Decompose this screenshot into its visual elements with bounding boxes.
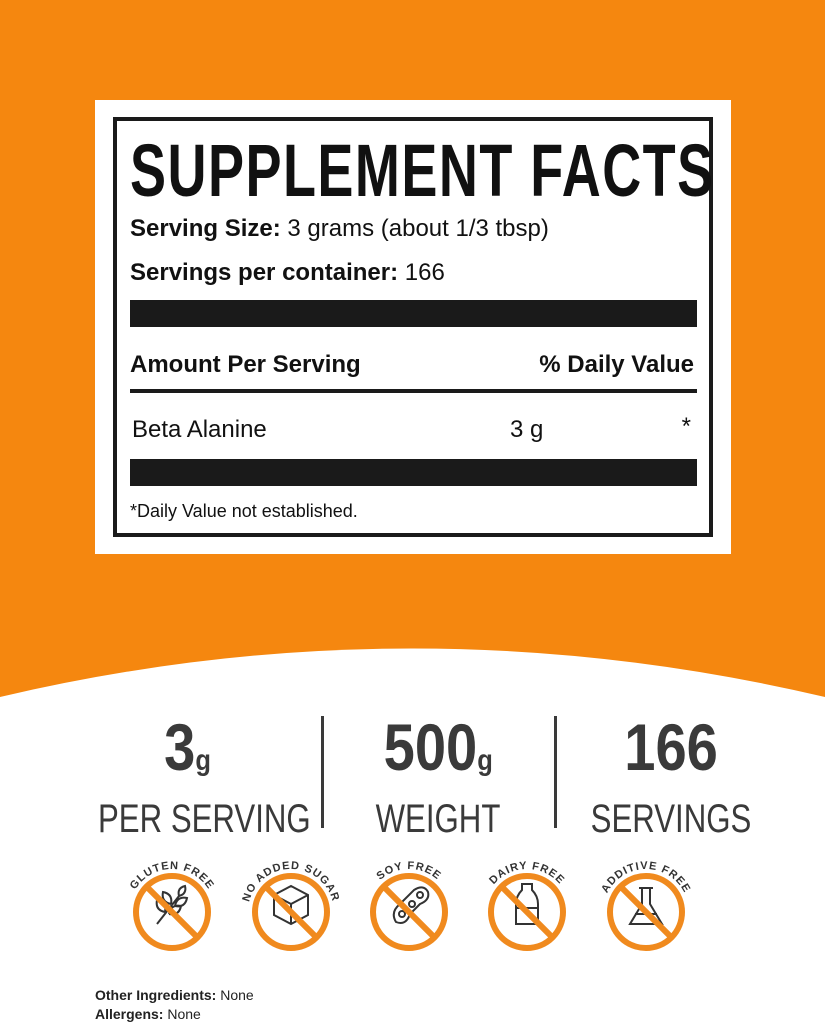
sugar-cube-icon	[273, 884, 309, 926]
serving-size: Serving Size: 3 grams (about 1/3 tbsp)	[130, 215, 549, 242]
badge-gluten-free: GLUTEN FREE	[117, 852, 227, 962]
badge-label: SOY FREE	[375, 860, 444, 883]
thick-divider	[130, 459, 697, 486]
servings-per-container: Servings per container: 166	[130, 259, 445, 286]
badge-dairy-free: DAIRY FREE	[472, 852, 582, 962]
flask-icon	[628, 887, 664, 925]
badge-no-added-sugar: NO ADDED SUGAR	[236, 852, 346, 962]
stat-weight: 500g WEIGHT	[375, 710, 501, 841]
badge-soy-free: SOY FREE	[354, 852, 464, 962]
stat-servings: 166 SERVINGS	[590, 710, 752, 841]
thick-divider	[130, 300, 697, 327]
ingredient-name: Beta Alanine	[132, 416, 267, 443]
ingredient-dv: *	[681, 413, 691, 440]
panel-title: SUPPLEMENT FACTS	[130, 129, 715, 212]
ingredient-amount: 3 g	[510, 416, 544, 443]
daily-value-header: % Daily Value	[539, 351, 694, 378]
prohibited-circle-icon	[488, 873, 566, 951]
badge-additive-free: ADDITIVE FREE	[591, 852, 701, 962]
prohibited-circle-icon	[607, 873, 685, 951]
prohibited-circle-icon	[370, 873, 448, 951]
stat-per-serving: 3g PER SERVING	[97, 710, 311, 841]
other-ingredients: Other Ingredients: None	[95, 987, 254, 1003]
stat-divider	[554, 716, 557, 828]
stat-divider	[321, 716, 324, 828]
amount-header: Amount Per Serving	[130, 351, 361, 378]
soybean-icon	[392, 886, 430, 924]
prohibited-circle-icon	[252, 873, 330, 951]
footnote: *Daily Value not established.	[130, 501, 358, 521]
divider	[130, 389, 697, 393]
supplement-facts-panel: SUPPLEMENT FACTS Serving Size: 3 grams (…	[95, 100, 731, 554]
prohibited-circle-icon	[133, 873, 211, 951]
allergens: Allergens: None	[95, 1006, 201, 1022]
